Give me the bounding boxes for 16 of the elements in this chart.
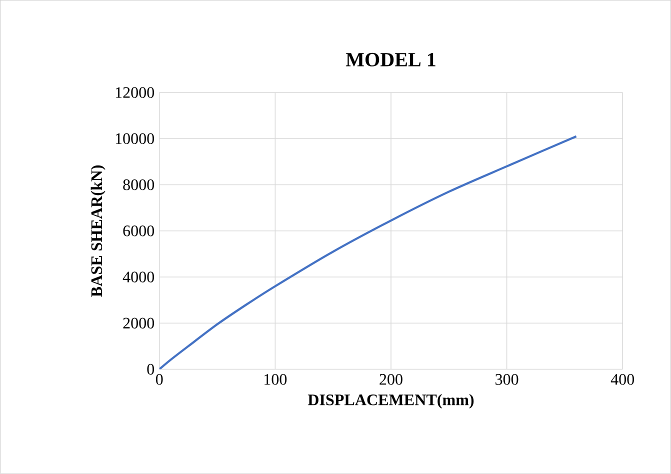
y-tick-label: 2000 <box>123 318 154 329</box>
x-axis-title: DISPLACEMENT(mm) <box>308 394 474 409</box>
y-tick-label: 0 <box>147 364 154 375</box>
y-tick-label: 8000 <box>123 179 154 190</box>
y-tick-label: 6000 <box>123 226 154 236</box>
x-tick-label: 400 <box>610 374 634 385</box>
y-tick-label: 12000 <box>116 87 154 98</box>
y-tick-label: 10000 <box>116 133 154 144</box>
x-tick-label: 0 <box>156 374 163 385</box>
y-tick-label: 4000 <box>122 272 154 283</box>
x-tick-label: 300 <box>496 374 518 385</box>
chart-title: MODEL 1 <box>346 53 436 66</box>
line-series <box>159 135 578 370</box>
y-axis-title: BASE SHEAR(kN) <box>90 166 106 297</box>
x-tick-label: 200 <box>380 374 402 385</box>
x-tick-label: 100 <box>264 374 287 385</box>
